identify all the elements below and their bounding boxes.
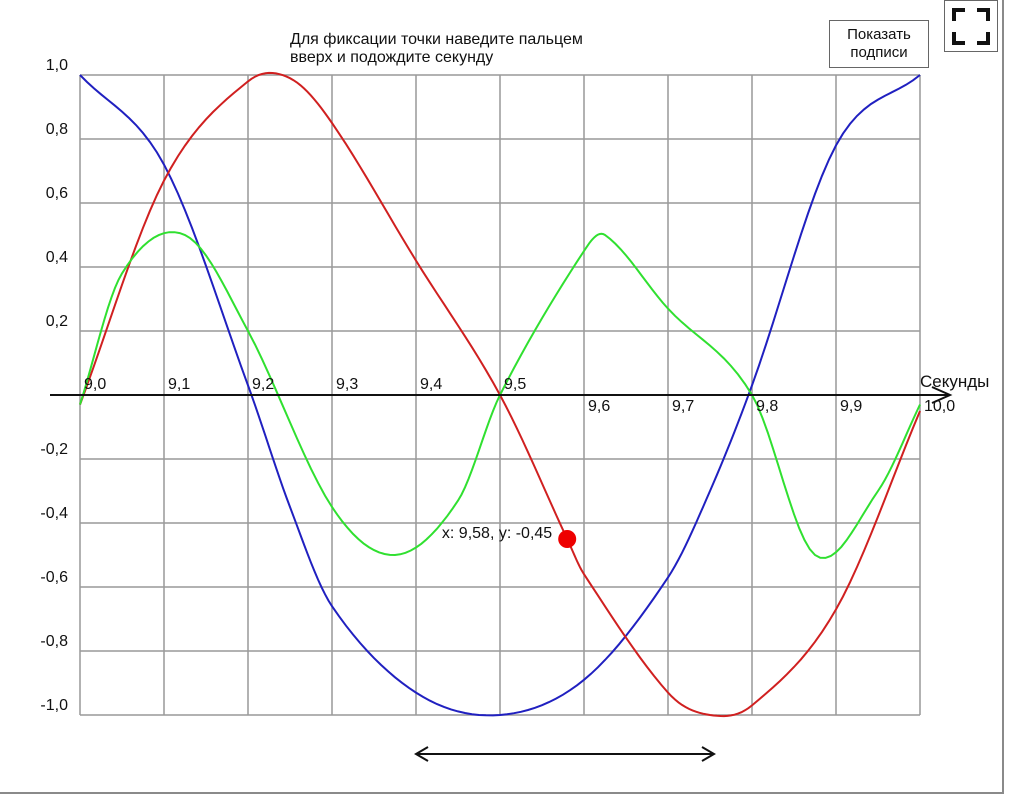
- y-tick-label: 0,6: [46, 185, 68, 202]
- x-tick-label: 9,6: [588, 398, 610, 415]
- x-tick-label: 9,7: [672, 398, 694, 415]
- x-axis-label: Секунды: [920, 372, 989, 391]
- instruction-text: Для фиксации точки наведите пальцем ввер…: [290, 31, 583, 66]
- x-tick-label: 9,8: [756, 398, 778, 415]
- y-tick-label: 0,4: [46, 249, 68, 266]
- y-tick-labels: 1,0 0,8 0,6 0,4 0,2 -0,2 -0,4 -0,6 -0,8 -1,0: [40, 57, 68, 714]
- fullscreen-button[interactable]: [944, 0, 998, 52]
- cursor-readout: x: 9,58, y: -0,45: [442, 525, 552, 542]
- cursor-point: [558, 530, 577, 548]
- x-tick-label: 9,2: [252, 376, 274, 393]
- double-arrow-icon[interactable]: [414, 746, 716, 762]
- series-line-2: [79, 71, 921, 718]
- y-tick-label: -0,4: [40, 505, 68, 522]
- x-tick-label: 9,0: [84, 376, 106, 393]
- y-tick-label: -0,8: [40, 633, 68, 650]
- y-tick-label: 0,2: [46, 313, 68, 330]
- x-tick-label: 9,4: [420, 376, 442, 393]
- series-line-1: [79, 74, 921, 717]
- x-tick-label: 9,5: [504, 376, 526, 393]
- y-tick-label: -0,2: [40, 441, 68, 458]
- x-axis-arrow: [931, 386, 953, 404]
- x-tick-label: 9,3: [336, 376, 358, 393]
- x-tick-label: 9,1: [168, 376, 190, 393]
- y-tick-label: -0,6: [40, 569, 68, 586]
- y-tick-label: 0,8: [46, 121, 68, 138]
- x-tick-labels: 9,0 9,1 9,2 9,3 9,4 9,5 9,6 9,7 9,8 9,9 10,0: [84, 376, 955, 415]
- x-axis: [50, 386, 953, 404]
- show-labels-button[interactable]: Показать подписи: [829, 20, 929, 68]
- y-tick-label: 1,0: [46, 57, 68, 74]
- cursor-marker[interactable]: x: 9,58, y: -0,45: [442, 525, 577, 548]
- fullscreen-icon: [952, 8, 990, 45]
- y-tick-label: -1,0: [40, 697, 68, 714]
- x-tick-label: 10,0: [924, 398, 955, 415]
- x-tick-label: 9,9: [840, 398, 862, 415]
